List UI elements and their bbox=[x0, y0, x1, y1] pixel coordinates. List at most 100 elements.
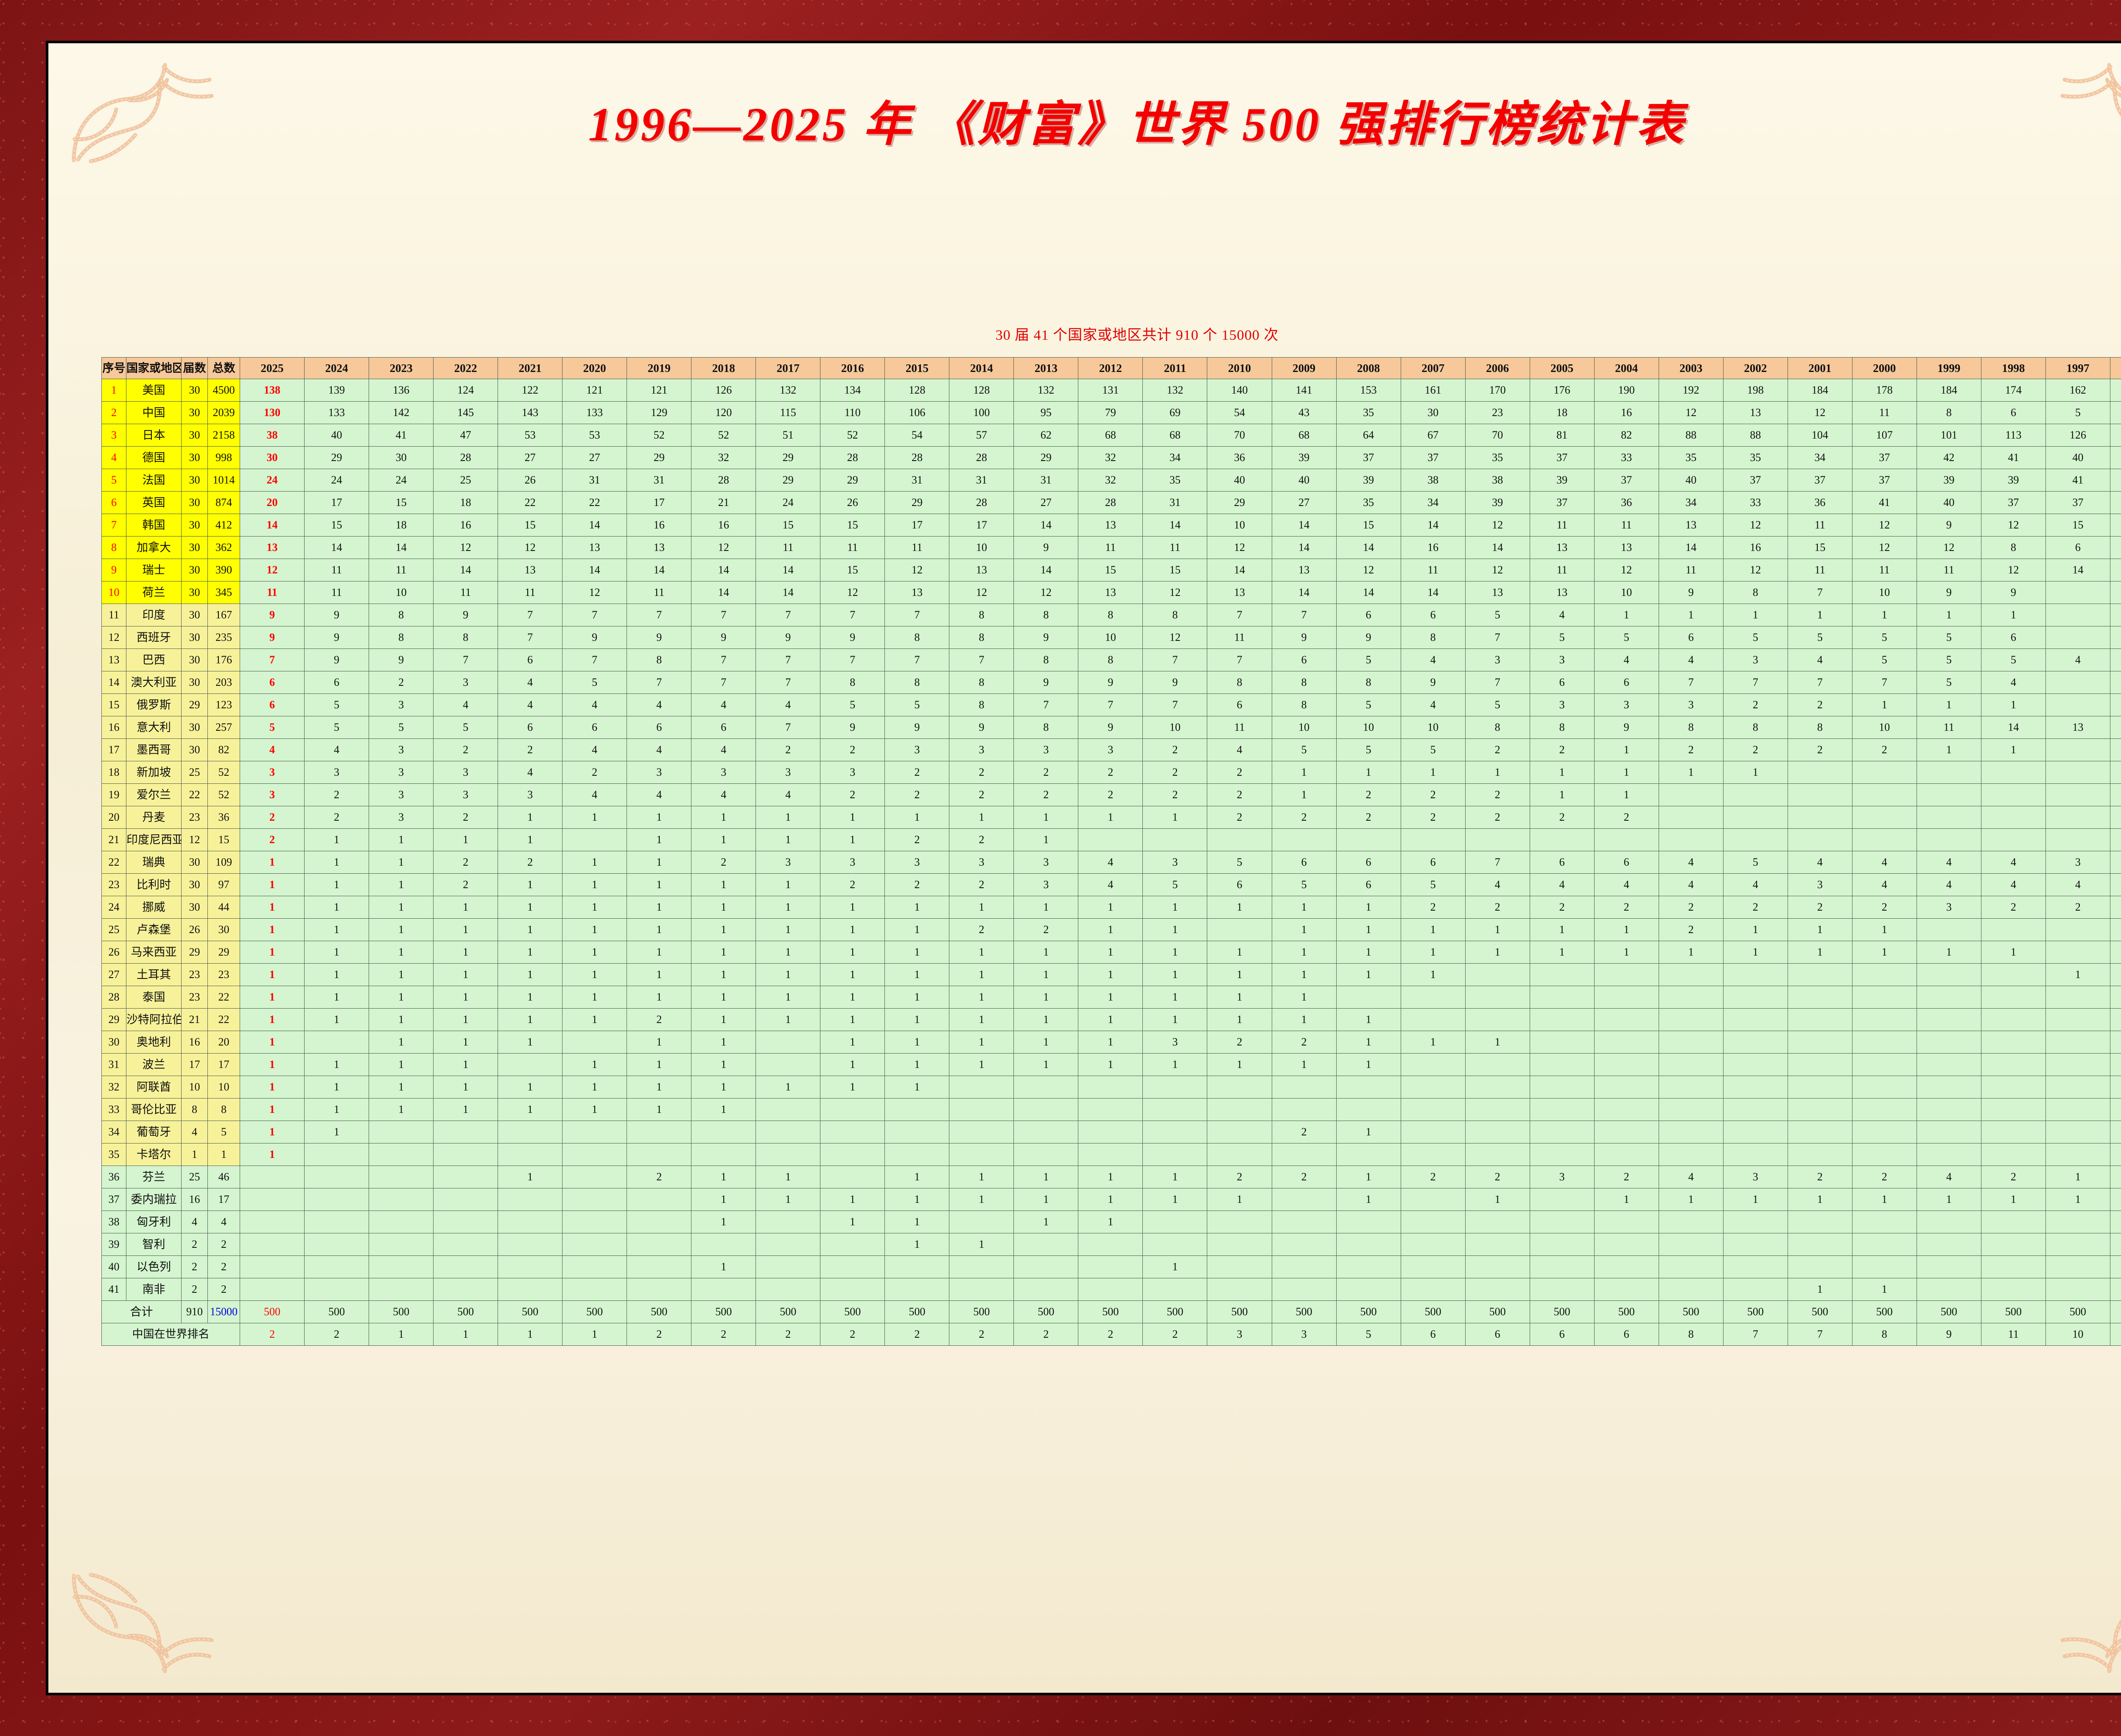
cell-sessions: 30 bbox=[181, 851, 208, 874]
cell-year-1998: 2 bbox=[1981, 1166, 2046, 1188]
cell-year-1998: 4 bbox=[1981, 873, 2046, 896]
cell-year-2010: 54 bbox=[1207, 401, 1272, 424]
cell-year-2017: 51 bbox=[756, 424, 821, 447]
cell-year-2012: 7 bbox=[1078, 693, 1143, 716]
cell-sessions: 25 bbox=[181, 1166, 208, 1188]
cell-rank-year-2008: 5 bbox=[1336, 1323, 1401, 1346]
cell-year-2011: 2 bbox=[1142, 783, 1208, 806]
cell-year-2004 bbox=[1594, 1210, 1659, 1233]
cell-year-2002: 2 bbox=[1723, 693, 1788, 716]
cell-year-2016 bbox=[820, 1121, 885, 1143]
cell-country: 英国 bbox=[126, 491, 182, 514]
cell-year-2007 bbox=[1400, 1121, 1466, 1143]
cell-year-2002: 2 bbox=[1723, 738, 1788, 761]
cell-year-1997: 1 bbox=[2045, 963, 2110, 986]
cell-sessions: 22 bbox=[181, 783, 208, 806]
cell-country: 荷兰 bbox=[126, 581, 182, 604]
cell-year-2011 bbox=[1142, 1143, 1208, 1166]
cell-year-2021: 12 bbox=[498, 536, 563, 559]
cell-year-2002 bbox=[1723, 1143, 1788, 1166]
cell-year-2019: 1 bbox=[627, 941, 692, 964]
cell-year-1997 bbox=[2045, 604, 2110, 626]
cell-year-2012: 8 bbox=[1078, 604, 1143, 626]
cell-year-2003: 4 bbox=[1658, 1166, 1724, 1188]
cell-year-2017 bbox=[756, 1233, 821, 1256]
cell-year-2015: 2 bbox=[884, 873, 950, 896]
cell-year-2004 bbox=[1594, 1031, 1659, 1054]
cell-year-2017: 1 bbox=[756, 918, 821, 941]
cell-year-2016: 7 bbox=[820, 649, 885, 671]
cell-year-2020 bbox=[562, 1233, 627, 1256]
cell-year-2016: 9 bbox=[820, 626, 885, 649]
cell-year-2024: 2 bbox=[304, 806, 369, 829]
cell-sessions: 2 bbox=[181, 1233, 208, 1256]
cell-sessions: 8 bbox=[181, 1098, 208, 1121]
cell-year-2009: 1 bbox=[1271, 761, 1337, 784]
cell-index: 27 bbox=[101, 963, 126, 986]
cell-year-2014: 9 bbox=[949, 716, 1014, 739]
cell-year-2012: 4 bbox=[1078, 851, 1143, 874]
cell-country: 葡萄牙 bbox=[126, 1121, 182, 1143]
cell-total-year-2013: 500 bbox=[1013, 1300, 1079, 1323]
cell-year-2012: 79 bbox=[1078, 401, 1143, 424]
cell-year-1997 bbox=[2045, 1143, 2110, 1166]
cell-year-2008: 2 bbox=[1336, 806, 1401, 829]
cell-year-2006: 39 bbox=[1465, 491, 1530, 514]
cell-year-2023 bbox=[369, 1121, 434, 1143]
cell-year-2010 bbox=[1207, 1121, 1272, 1143]
cell-year-2004: 13 bbox=[1594, 536, 1659, 559]
cell-year-1996: 2 bbox=[2110, 896, 2121, 919]
cell-index: 23 bbox=[101, 873, 126, 896]
cell-year-2006: 14 bbox=[1465, 536, 1530, 559]
cell-total: 4500 bbox=[207, 379, 240, 402]
cell-year-2019: 31 bbox=[627, 469, 692, 492]
cell-year-2023: 24 bbox=[369, 469, 434, 492]
cell-year-1999 bbox=[1916, 1233, 1981, 1256]
cell-year-2019: 7 bbox=[627, 671, 692, 694]
cell-year-2005 bbox=[1529, 1076, 1595, 1099]
cell-year-2007: 2 bbox=[1400, 806, 1466, 829]
cell-year-2024: 5 bbox=[304, 693, 369, 716]
cell-year-2019: 1 bbox=[627, 1031, 692, 1054]
cell-year-2008: 64 bbox=[1336, 424, 1401, 447]
cell-year-2010: 12 bbox=[1207, 536, 1272, 559]
cell-year-1999: 40 bbox=[1916, 491, 1981, 514]
cell-year-2007: 6 bbox=[1400, 604, 1466, 626]
cell-year-2019: 3 bbox=[627, 761, 692, 784]
cell-total: 2158 bbox=[207, 424, 240, 447]
cell-country: 挪威 bbox=[126, 896, 182, 919]
cell-year-2001: 2 bbox=[1787, 738, 1852, 761]
cell-year-2014: 1 bbox=[949, 1188, 1014, 1211]
cell-year-2024: 9 bbox=[304, 649, 369, 671]
cell-year-2013: 1 bbox=[1013, 1188, 1079, 1211]
cell-year-2010 bbox=[1207, 828, 1272, 851]
cell-year-2008 bbox=[1336, 1210, 1401, 1233]
cell-year-2006 bbox=[1465, 1121, 1530, 1143]
cell-year-2010: 7 bbox=[1207, 649, 1272, 671]
cell-year-2008: 12 bbox=[1336, 559, 1401, 581]
cell-year-2005 bbox=[1529, 1188, 1595, 1211]
cell-year-2011: 1 bbox=[1142, 986, 1208, 1009]
cell-year-1999 bbox=[1916, 1098, 1981, 1121]
cell-year-2025 bbox=[239, 1166, 305, 1188]
cell-year-2004: 9 bbox=[1594, 716, 1659, 739]
cell-year-2020 bbox=[562, 1121, 627, 1143]
cell-year-2015: 13 bbox=[884, 581, 950, 604]
cell-year-2013 bbox=[1013, 1278, 1079, 1301]
cell-rank-year-2021: 1 bbox=[498, 1323, 563, 1346]
cell-year-2003 bbox=[1658, 783, 1724, 806]
cell-year-2018: 52 bbox=[691, 424, 756, 447]
cell-year-2025: 3 bbox=[239, 761, 305, 784]
cell-year-2009: 1 bbox=[1271, 783, 1337, 806]
cell-year-2017: 7 bbox=[756, 604, 821, 626]
cell-year-2004: 2 bbox=[1594, 896, 1659, 919]
cell-year-2000 bbox=[1852, 828, 1917, 851]
table-row: 27土耳其2323111111111111111111111 bbox=[101, 963, 2121, 986]
cell-year-2025: 9 bbox=[239, 604, 305, 626]
cell-year-2001 bbox=[1787, 1210, 1852, 1233]
col-header-year-1998: 1998 bbox=[1981, 357, 2046, 379]
cell-year-2023: 15 bbox=[369, 491, 434, 514]
cell-rank-year-2019: 2 bbox=[627, 1323, 692, 1346]
cell-year-1999 bbox=[1916, 1210, 1981, 1233]
cell-year-2011: 132 bbox=[1142, 379, 1208, 402]
